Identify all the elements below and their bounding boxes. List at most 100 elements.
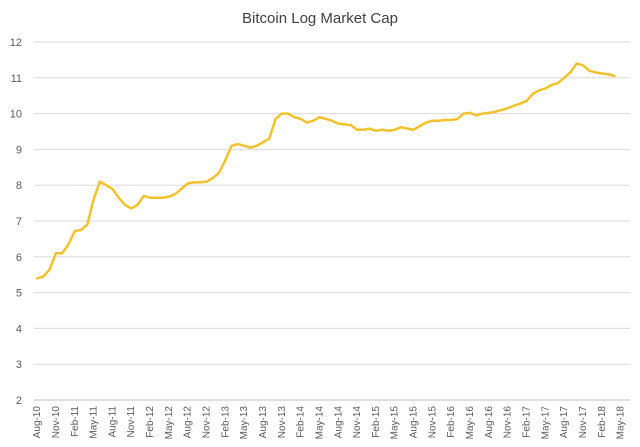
x-tick-label: May-13 xyxy=(239,406,250,440)
x-tick-label: May-17 xyxy=(540,406,551,440)
y-axis: 2 3 4 5 6 7 8 9 10 11 12 xyxy=(10,37,22,407)
x-tick-label: Nov-10 xyxy=(51,406,62,439)
data-point xyxy=(519,102,522,105)
data-point xyxy=(167,195,171,198)
y-tick-label: 5 xyxy=(16,288,22,300)
data-point xyxy=(104,184,108,187)
data-point xyxy=(594,71,597,74)
x-tick-label: Aug-17 xyxy=(559,406,570,439)
data-point xyxy=(493,110,497,114)
y-tick-label: 6 xyxy=(16,252,22,264)
data-point xyxy=(180,187,183,190)
x-tick-label: Nov-13 xyxy=(277,406,288,439)
data-point xyxy=(393,128,396,131)
x-tick-label: Feb-15 xyxy=(371,406,382,438)
data-point xyxy=(230,144,233,148)
data-point xyxy=(268,137,271,140)
data-point xyxy=(613,74,616,78)
data-point xyxy=(155,196,158,199)
data-point xyxy=(205,180,208,183)
chart-title: Bitcoin Log Market Cap xyxy=(242,10,398,27)
data-point xyxy=(500,108,503,112)
data-point xyxy=(512,104,516,107)
data-point xyxy=(374,129,378,132)
x-tick-label: Feb-16 xyxy=(446,406,457,438)
data-point xyxy=(61,252,64,255)
x-tick-label: Feb-12 xyxy=(145,406,156,438)
x-tick-label: Aug-16 xyxy=(484,406,495,439)
x-tick-label: Feb-13 xyxy=(220,406,231,438)
x-tick-label: Feb-14 xyxy=(296,406,307,438)
grid-lines xyxy=(34,41,630,401)
x-tick-label: Nov-14 xyxy=(352,406,363,439)
data-point xyxy=(217,171,221,174)
x-tick-label: May-12 xyxy=(164,406,175,440)
data-point xyxy=(468,111,472,115)
data-point xyxy=(437,119,440,122)
data-point xyxy=(588,69,591,72)
data-point xyxy=(311,119,315,122)
x-tick-label: Aug-10 xyxy=(32,406,43,439)
data-point xyxy=(111,187,114,190)
y-tick-label: 11 xyxy=(11,73,22,85)
x-tick-label: May-18 xyxy=(616,406,627,440)
data-point xyxy=(462,112,465,115)
data-point xyxy=(343,123,346,126)
x-axis: Aug-10 Nov-10 Feb-11 May-11 Aug-11 Nov-11 Feb-… xyxy=(32,399,630,440)
data-point xyxy=(211,176,214,180)
y-tick-label: 3 xyxy=(16,359,22,371)
data-point xyxy=(606,73,610,76)
data-point xyxy=(242,144,246,148)
x-tick-label: May-14 xyxy=(314,406,325,440)
data-point xyxy=(349,123,353,127)
data-point xyxy=(600,72,603,75)
data-point xyxy=(305,121,309,124)
data-point xyxy=(79,228,83,232)
data-point xyxy=(575,62,578,65)
data-point xyxy=(249,146,252,149)
y-tick-label: 9 xyxy=(16,144,22,156)
data-point xyxy=(406,127,409,130)
data-point xyxy=(537,89,541,92)
data-point xyxy=(531,92,534,96)
x-tick-label: May-11 xyxy=(89,406,100,439)
data-point xyxy=(224,158,227,162)
data-point xyxy=(117,196,120,199)
data-point xyxy=(431,119,434,122)
data-point xyxy=(148,196,152,199)
data-point xyxy=(142,194,145,198)
y-tick-label: 10 xyxy=(10,109,22,121)
series-group xyxy=(35,62,616,280)
data-point xyxy=(569,71,572,74)
data-point xyxy=(274,117,277,121)
data-point xyxy=(387,129,390,132)
x-tick-label: Aug-12 xyxy=(183,406,194,439)
data-point xyxy=(318,115,321,119)
data-point xyxy=(412,128,415,131)
data-point xyxy=(186,182,189,185)
data-point xyxy=(280,112,284,115)
data-point xyxy=(562,76,566,80)
data-point xyxy=(581,64,585,67)
data-point xyxy=(236,142,240,146)
data-point xyxy=(525,99,528,103)
x-tick-label: May-15 xyxy=(390,406,401,440)
data-point xyxy=(362,128,365,131)
data-point xyxy=(54,252,58,255)
data-point xyxy=(86,223,89,226)
x-tick-label: Feb-18 xyxy=(597,406,608,438)
data-point xyxy=(98,180,102,183)
series-line xyxy=(35,62,616,280)
y-tick-label: 2 xyxy=(16,395,22,407)
data-point xyxy=(443,118,447,122)
data-point xyxy=(48,268,51,271)
y-tick-label: 12 xyxy=(10,37,22,49)
data-point xyxy=(161,196,164,199)
x-tick-label: Nov-11 xyxy=(126,406,137,438)
data-point xyxy=(192,181,196,184)
data-point xyxy=(42,275,45,278)
data-point xyxy=(173,192,177,196)
data-point xyxy=(475,114,478,117)
data-point xyxy=(35,277,39,280)
data-point xyxy=(355,128,359,131)
